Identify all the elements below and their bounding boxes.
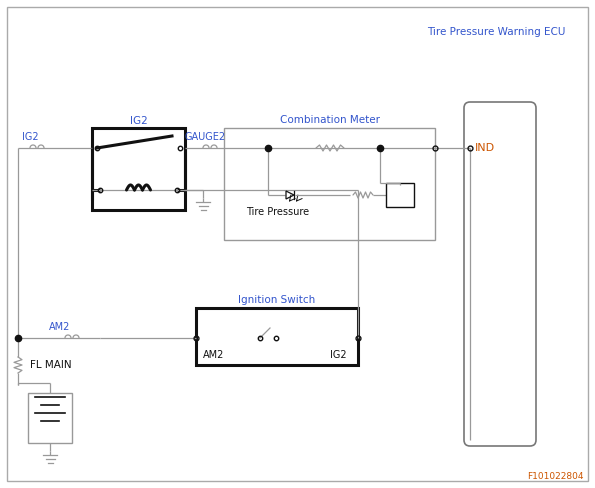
Text: Tire Pressure Warning ECU: Tire Pressure Warning ECU [427,27,565,37]
Text: Combination Meter: Combination Meter [280,115,380,125]
Text: IG2: IG2 [330,350,346,360]
FancyBboxPatch shape [464,102,536,446]
Text: FL MAIN: FL MAIN [30,360,71,370]
Text: AM2: AM2 [49,322,71,332]
Text: IG2: IG2 [130,116,148,126]
Bar [92,128,185,210]
Bar [224,128,435,240]
Bar [386,183,414,207]
Text: Ignition Switch: Ignition Switch [239,295,315,305]
Text: Tire Pressure: Tire Pressure [246,207,309,217]
Text: AM2: AM2 [203,350,225,360]
Text: IND: IND [475,143,495,153]
Text: GAUGE2: GAUGE2 [184,132,226,142]
Text: IG2: IG2 [21,132,38,142]
Bar [196,308,358,365]
Bar [28,393,72,443]
Text: F101022804: F101022804 [528,472,584,481]
